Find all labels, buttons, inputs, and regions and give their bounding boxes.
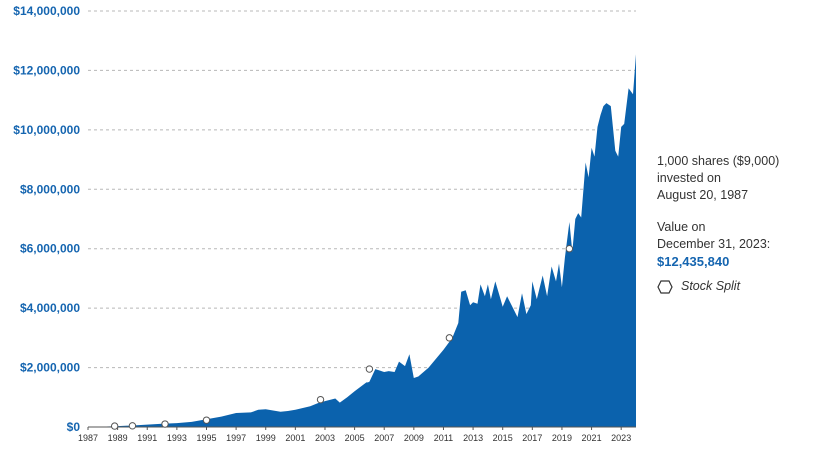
y-tick-label: $14,000,000: [13, 4, 80, 18]
x-tick-label: 2003: [315, 433, 335, 443]
stock-split-marker: [365, 365, 374, 373]
x-tick-label: 2019: [552, 433, 572, 443]
stock-split-marker: [161, 420, 169, 428]
investment-note: 1,000 shares ($9,000) invested on August…: [657, 153, 779, 204]
x-tick-label: 1997: [226, 433, 246, 443]
invest-line-2: invested on: [657, 171, 721, 185]
stock-split-marker: [316, 395, 325, 404]
series-area: [96, 54, 637, 427]
y-tick-label: $8,000,000: [20, 182, 80, 196]
value-line-2: December 31, 2023:: [657, 237, 771, 251]
x-tick-label: 1993: [167, 433, 187, 443]
stock-split-marker: [445, 334, 454, 342]
x-tick-label: 2021: [582, 433, 602, 443]
value-line-1: Value on: [657, 220, 706, 234]
stock-split-marker: [110, 422, 119, 430]
x-tick-label: 2001: [285, 433, 305, 443]
y-tick-label: $4,000,000: [20, 301, 80, 315]
y-tick-label: $2,000,000: [20, 361, 80, 375]
x-tick-label: 2013: [463, 433, 483, 443]
x-tick-label: 2023: [611, 433, 631, 443]
y-tick-label: $10,000,000: [13, 123, 80, 137]
y-tick-label: $0: [67, 420, 81, 434]
y-tick-label: $12,000,000: [13, 63, 80, 77]
x-tick-label: 1999: [256, 433, 276, 443]
stock-split-markers: [110, 245, 574, 430]
x-tick-label: 2005: [345, 433, 365, 443]
x-tick-label: 1991: [137, 433, 157, 443]
hexagon-icon: [657, 279, 673, 294]
x-tick-label: 1987: [78, 433, 98, 443]
legend: Stock Split: [657, 278, 740, 295]
stock-split-marker: [202, 416, 211, 424]
x-tick-label: 2007: [374, 433, 394, 443]
x-tick-label: 2011: [434, 433, 453, 443]
x-tick-label: 2009: [404, 433, 424, 443]
x-tick-label: 2015: [493, 433, 513, 443]
invest-line-1: 1,000 shares ($9,000): [657, 154, 780, 168]
x-axis-tick-labels: 1987 1989 1991 1993 1995 1997 1999 2001 2003 2005…: [78, 427, 631, 443]
value-amount: $12,435,840: [657, 254, 730, 269]
x-tick-label: 1989: [108, 433, 128, 443]
stock-split-marker: [565, 245, 574, 253]
stock-split-marker: [128, 422, 137, 430]
y-axis-tick-labels: $0 $2,000,000 $4,000,000 $6,000,000 $8,000,0…: [13, 4, 80, 434]
x-tick-label: 2017: [522, 433, 542, 443]
x-tick-label: 1995: [196, 433, 216, 443]
invest-line-3: August 20, 1987: [657, 188, 749, 202]
legend-label: Stock Split: [681, 279, 741, 293]
value-note: Value on December 31, 2023: $12,435,840: [657, 219, 770, 270]
y-tick-label: $6,000,000: [20, 242, 80, 256]
